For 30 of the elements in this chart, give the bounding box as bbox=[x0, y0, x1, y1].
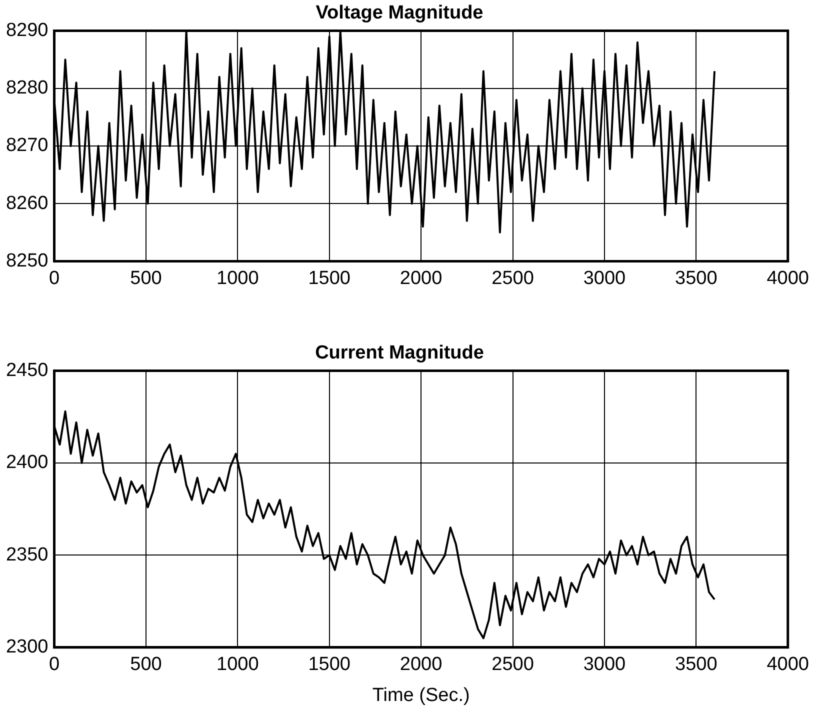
y-tick-label: 2300 bbox=[6, 636, 48, 658]
x-tick-label: 3500 bbox=[675, 268, 718, 289]
x-tick-label: 2500 bbox=[492, 654, 534, 676]
x-tick-label: 4000 bbox=[766, 268, 810, 289]
x-tick-label: 0 bbox=[48, 654, 60, 676]
y-tick-label: 8290 bbox=[6, 20, 48, 42]
x-tick-label: 500 bbox=[130, 268, 162, 289]
x-tick-label: 2000 bbox=[400, 654, 442, 676]
x-tick-label: 3000 bbox=[583, 654, 626, 676]
chart-title: Current Magnitude bbox=[315, 342, 484, 364]
y-tick-label: 2350 bbox=[6, 544, 48, 566]
y-tick-label: 8270 bbox=[6, 135, 48, 156]
x-tick-label: 3500 bbox=[675, 654, 718, 676]
x-axis-title: Time (Sec.) bbox=[372, 684, 470, 706]
y-tick-label: 8280 bbox=[6, 78, 48, 99]
x-tick-label: 1500 bbox=[308, 268, 351, 289]
x-tick-label: 3000 bbox=[583, 268, 626, 289]
x-tick-label: 2500 bbox=[492, 268, 534, 289]
x-tick-label: 4000 bbox=[766, 654, 810, 676]
x-tick-label: 1000 bbox=[216, 654, 259, 676]
x-tick-label: 2000 bbox=[400, 268, 442, 289]
chart-title: Voltage Magnitude bbox=[316, 2, 484, 24]
x-tick-label: 0 bbox=[48, 268, 60, 289]
y-tick-label: 8250 bbox=[6, 250, 48, 272]
x-tick-label: 500 bbox=[130, 654, 162, 676]
y-tick-label: 2450 bbox=[6, 360, 48, 382]
x-tick-label: 1000 bbox=[216, 268, 259, 289]
y-tick-label: 8260 bbox=[6, 192, 48, 214]
x-tick-label: 1500 bbox=[308, 654, 351, 676]
y-tick-label: 2400 bbox=[6, 452, 48, 474]
